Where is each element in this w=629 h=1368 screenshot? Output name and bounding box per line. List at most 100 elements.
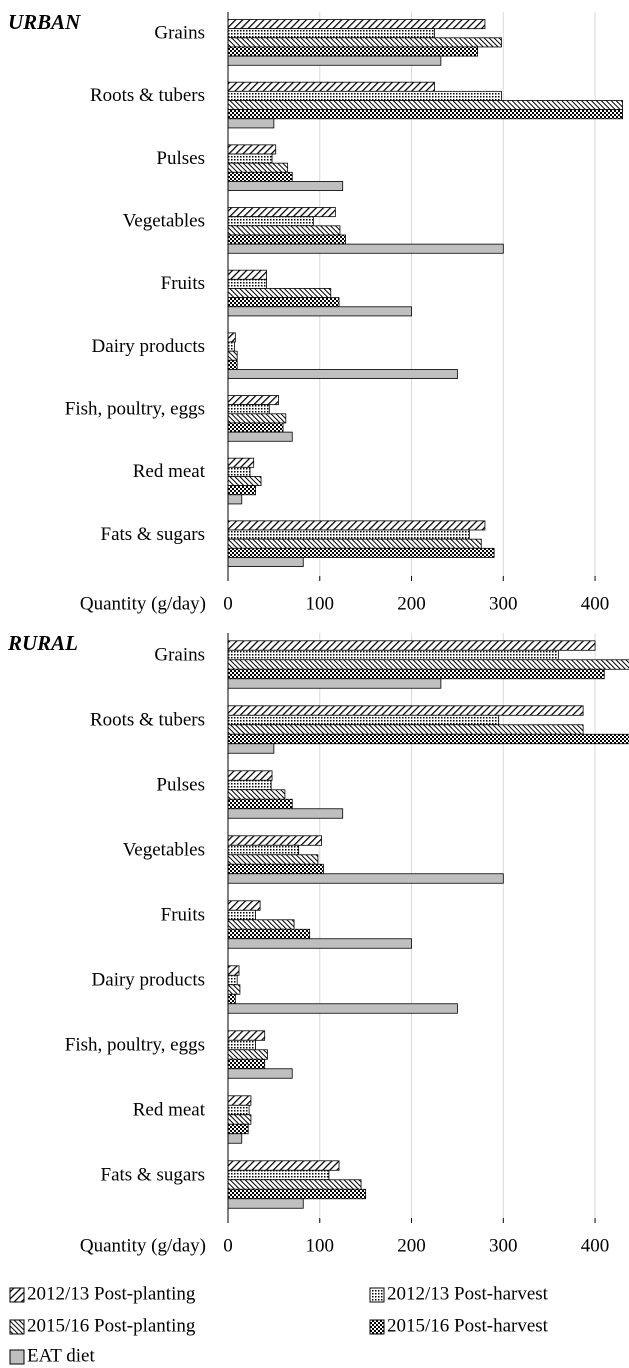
legend-swatch	[369, 1319, 385, 1335]
x-tick-label: 200	[397, 593, 426, 614]
bar	[228, 37, 502, 48]
bar	[228, 770, 273, 781]
legend-label: 2015/16 Post-harvest	[387, 1315, 549, 1336]
bar	[228, 965, 240, 976]
category-label: Fish, poultry, eggs	[65, 399, 205, 420]
bar	[228, 1188, 367, 1200]
bar	[228, 431, 293, 442]
bar	[228, 1039, 256, 1051]
bar	[228, 668, 605, 680]
bar	[228, 714, 500, 726]
bar	[228, 81, 435, 92]
bar	[228, 900, 261, 911]
plot-area	[228, 12, 623, 576]
bar	[228, 909, 256, 921]
category-label: Pulses	[156, 774, 205, 795]
category-label: Red meat	[133, 1099, 206, 1120]
legend-label: 2012/13 Post-harvest	[387, 1283, 549, 1304]
bar	[228, 404, 270, 415]
bar	[228, 705, 584, 716]
chart-title: URBAN	[8, 10, 81, 34]
bar	[228, 1095, 252, 1106]
bar	[228, 297, 340, 308]
bar	[228, 529, 470, 540]
bar	[228, 234, 346, 245]
bar	[228, 216, 314, 227]
bar	[228, 984, 241, 995]
bar	[228, 181, 344, 192]
legend-swatch	[9, 1287, 25, 1303]
bar	[228, 928, 311, 940]
x-tick-label: 400	[581, 1235, 610, 1256]
bar	[228, 1104, 250, 1116]
legend-swatch	[369, 1287, 385, 1303]
bar	[228, 162, 289, 173]
bar	[228, 359, 238, 370]
bar	[228, 938, 412, 949]
category-label: Fish, poultry, eggs	[65, 1034, 205, 1055]
x-tick-label: 300	[489, 1235, 518, 1256]
bar	[228, 369, 458, 379]
category-label: Dairy products	[92, 969, 205, 990]
bar	[228, 422, 284, 433]
bar	[228, 1123, 249, 1135]
bar	[228, 144, 277, 155]
category-label: Fruits	[161, 273, 205, 294]
bar	[228, 1160, 340, 1171]
bar	[228, 494, 243, 505]
bar	[228, 332, 236, 343]
x-tick-label: 400	[581, 593, 610, 614]
bar	[228, 278, 267, 289]
bar	[228, 350, 238, 361]
bar	[228, 413, 287, 424]
bar	[228, 1179, 362, 1190]
bar	[228, 243, 504, 254]
bar	[228, 118, 275, 129]
bar	[228, 90, 502, 101]
chart-title: RURAL	[7, 631, 78, 655]
legend-swatch	[9, 1319, 25, 1335]
bar	[228, 46, 478, 57]
bar	[228, 873, 504, 884]
bar	[228, 153, 273, 164]
category-label: Roots & tubers	[90, 709, 205, 730]
bar	[228, 1198, 304, 1209]
bar	[228, 974, 238, 986]
bar	[228, 306, 412, 317]
bar	[228, 55, 442, 66]
x-axis-label: Quantity (g/day)	[80, 593, 206, 614]
bar	[228, 520, 486, 531]
category-label: Vegetables	[123, 211, 205, 232]
bar	[228, 269, 267, 280]
bar	[228, 779, 272, 791]
bar	[228, 993, 236, 1005]
bar	[228, 207, 336, 218]
legend-label: 2015/16 Post-planting	[27, 1315, 196, 1336]
category-label: Vegetables	[123, 839, 205, 860]
x-axis-label: Quantity (g/day)	[80, 1235, 206, 1256]
bar	[228, 1003, 458, 1014]
bar	[228, 557, 304, 568]
category-label: Roots & tubers	[90, 85, 205, 106]
bar	[228, 225, 341, 236]
bar	[228, 1049, 268, 1060]
category-label: Fats & sugars	[101, 1164, 206, 1185]
bar	[228, 1068, 293, 1079]
bar	[228, 640, 596, 651]
bar	[228, 485, 256, 496]
bar	[228, 743, 275, 754]
bar	[228, 835, 322, 846]
legend-label: 2012/13 Post-planting	[27, 1283, 196, 1304]
x-tick-label: 300	[489, 593, 518, 614]
bar	[228, 733, 629, 745]
category-label: Red meat	[133, 461, 206, 482]
category-label: Grains	[154, 23, 205, 44]
bar	[228, 1133, 243, 1144]
bar	[228, 288, 332, 299]
bar	[228, 863, 324, 875]
bar	[228, 466, 251, 477]
category-label: Fats & sugars	[101, 524, 206, 545]
bar	[228, 789, 286, 800]
legend-swatch	[9, 1349, 25, 1365]
